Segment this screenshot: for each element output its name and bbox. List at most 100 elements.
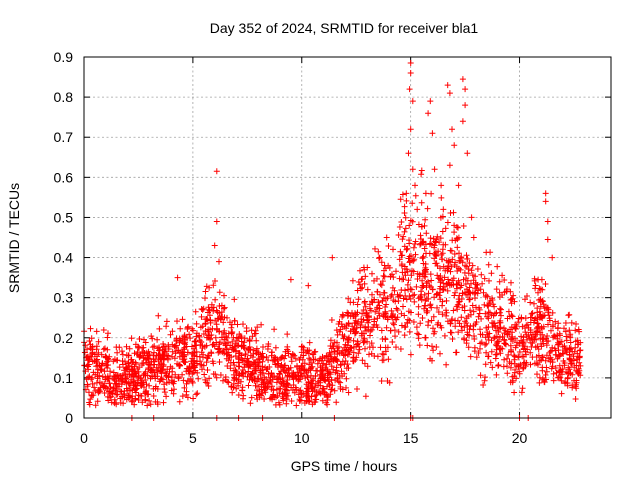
data-point — [437, 350, 443, 357]
data-point — [463, 320, 470, 326]
data-point — [392, 333, 398, 340]
data-point — [484, 329, 491, 336]
data-point — [445, 276, 452, 283]
data-point — [531, 300, 537, 307]
data-point — [139, 345, 146, 351]
data-point-outlier — [544, 218, 551, 225]
data-point — [410, 292, 416, 299]
data-point — [410, 268, 417, 275]
data-point — [169, 353, 175, 360]
data-point-outlier — [451, 142, 458, 149]
data-point — [177, 325, 184, 332]
data-point — [356, 346, 363, 353]
data-point — [439, 311, 446, 318]
data-point — [99, 360, 106, 367]
data-point — [323, 361, 330, 368]
data-point — [561, 360, 568, 366]
data-point — [401, 269, 408, 276]
data-point — [444, 287, 451, 294]
data-point — [110, 385, 117, 392]
data-point — [481, 377, 488, 384]
data-point — [463, 252, 470, 259]
data-point — [243, 358, 250, 365]
data-point — [210, 308, 217, 314]
data-point — [486, 277, 492, 284]
data-point — [372, 245, 378, 252]
y-axis-label: SRMTID / TECUs — [6, 183, 22, 293]
data-point — [205, 332, 211, 339]
data-point — [283, 396, 290, 403]
data-point — [312, 356, 319, 363]
data-point — [220, 377, 226, 384]
data-point — [491, 334, 498, 341]
data-point-outlier — [216, 258, 222, 265]
data-point-outlier — [383, 234, 390, 241]
data-point — [205, 304, 212, 311]
data-point — [483, 349, 490, 356]
data-point — [411, 298, 418, 305]
data-point — [498, 312, 504, 319]
data-point — [399, 191, 406, 198]
data-point — [435, 275, 442, 282]
y-tick-label: 0.1 — [54, 370, 74, 386]
data-point — [229, 338, 236, 345]
data-point — [309, 363, 316, 370]
data-point — [512, 344, 519, 351]
data-point — [319, 362, 326, 369]
data-point — [200, 362, 207, 369]
data-point — [265, 341, 272, 347]
data-point — [362, 303, 369, 310]
data-point — [433, 253, 440, 259]
data-point — [272, 361, 279, 368]
data-point — [306, 397, 313, 404]
data-point — [573, 379, 580, 386]
data-point — [168, 377, 175, 384]
data-point — [312, 380, 319, 387]
data-point — [434, 304, 440, 311]
data-point — [263, 366, 270, 373]
data-point — [540, 313, 546, 320]
data-point — [528, 343, 535, 350]
data-point — [406, 240, 413, 247]
data-point — [312, 384, 318, 391]
data-point — [306, 355, 313, 362]
y-tick-label: 0.4 — [54, 250, 74, 266]
data-point — [179, 393, 186, 400]
data-point — [329, 343, 336, 349]
data-point — [255, 363, 262, 370]
data-point — [362, 393, 369, 400]
data-point — [343, 375, 350, 382]
data-point — [456, 292, 463, 299]
data-point — [93, 358, 100, 365]
data-point — [506, 359, 513, 365]
data-point — [536, 357, 543, 364]
data-point — [495, 362, 502, 368]
data-point — [178, 338, 185, 345]
data-point — [393, 344, 399, 351]
data-point — [434, 233, 441, 240]
data-point — [224, 363, 231, 369]
data-point — [258, 392, 265, 399]
data-point-outlier — [444, 82, 451, 89]
data-point — [522, 315, 529, 322]
data-point — [254, 396, 261, 403]
data-point — [204, 380, 211, 386]
data-point — [567, 339, 574, 346]
data-point — [539, 353, 546, 360]
data-point — [269, 383, 275, 390]
data-point — [486, 300, 493, 306]
data-point — [152, 375, 159, 382]
data-point — [362, 345, 368, 352]
data-point — [339, 331, 346, 338]
data-point — [512, 366, 519, 373]
data-point — [263, 354, 270, 360]
data-point — [464, 256, 471, 262]
data-point — [576, 359, 583, 366]
data-point — [86, 389, 92, 396]
data-point — [508, 349, 515, 355]
data-point — [476, 310, 483, 317]
data-point — [527, 319, 534, 326]
data-point — [202, 376, 209, 383]
data-point — [379, 336, 386, 342]
data-point — [126, 345, 133, 352]
